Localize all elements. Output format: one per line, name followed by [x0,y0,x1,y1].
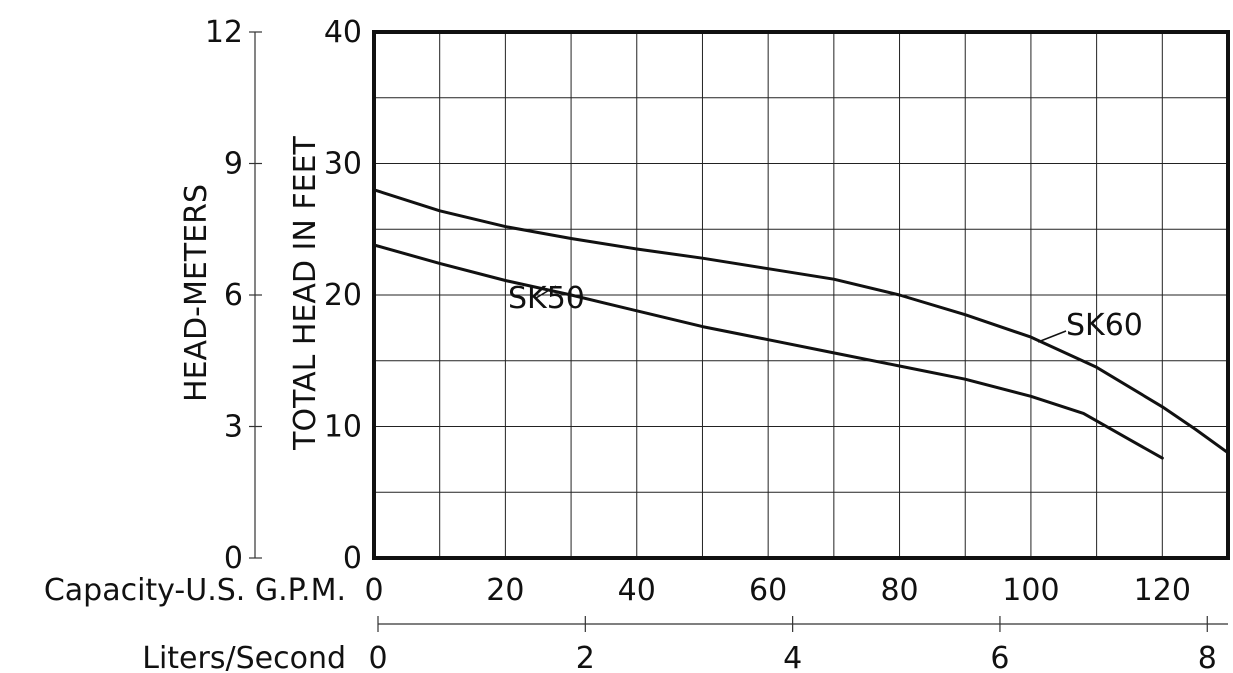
y-secondary-tick-label: 9 [224,147,243,182]
y-primary-tick-label: 20 [324,278,362,313]
x-primary-tick-label: 40 [618,573,656,608]
sk60-leader-line [1037,330,1067,343]
grid [374,32,1228,558]
y-secondary-tick-label: 0 [224,541,243,576]
series-line-sk60 [372,188,1230,455]
y-secondary-tick-label: 6 [224,278,243,313]
y-secondary-axis-title: HEAD-METERS [179,184,214,402]
y-primary-tick-label: 30 [324,147,362,182]
series-lines [372,188,1230,460]
sk50-curve-label: SK50 [508,281,585,316]
head-meters-ticks [249,31,262,559]
x-primary-tick-label: 80 [880,573,918,608]
x-secondary-tick-label: 0 [368,641,387,673]
x-secondary-tick-label: 8 [1198,641,1217,673]
plot-frame [372,30,1230,560]
x-primary-tick-label: 100 [1002,573,1059,608]
y-secondary-tick-label: 12 [205,15,243,50]
sk60-curve-label: SK60 [1066,308,1143,343]
liters-ticks [377,616,1208,632]
x-secondary-tick-label: 6 [990,641,1009,673]
x-primary-tick-label: 20 [486,573,524,608]
x-secondary-tick-label: 2 [576,641,595,673]
x-primary-tick-label: 60 [749,573,787,608]
x-primary-tick-label: 120 [1134,573,1191,608]
x-primary-tick-label: 0 [364,573,383,608]
x-primary-axis-title: Capacity-U.S. G.P.M. [44,573,346,608]
y-primary-tick-label: 40 [324,15,362,50]
x-secondary-axis-title: Liters/Second [142,641,346,673]
y-primary-axis-title: TOTAL HEAD IN FEET [288,135,323,450]
sk50-leader-line [535,285,557,299]
y-primary-tick-label: 10 [324,410,362,445]
x-secondary-tick-label: 4 [783,641,802,673]
series-line-sk50 [372,243,1164,460]
y-primary-tick-label: 0 [343,541,362,576]
y-secondary-tick-label: 3 [224,410,243,445]
